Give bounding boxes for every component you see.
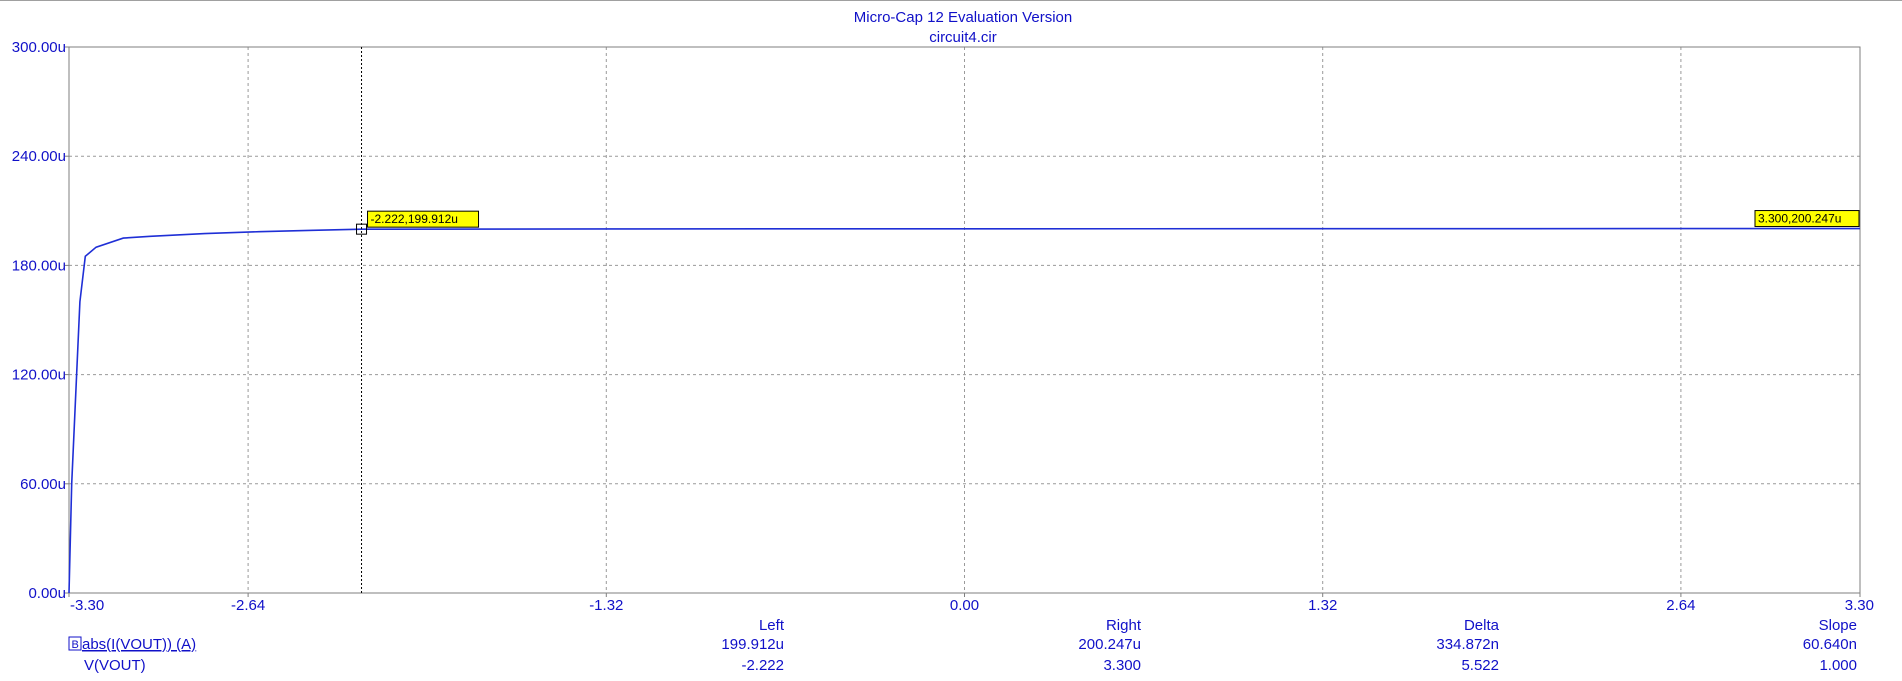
readout-trace-name-voltage: V(VOUT): [84, 657, 146, 674]
y-tick-label: 120.00u: [12, 367, 66, 384]
readout-header-delta: Delta: [1464, 617, 1500, 634]
x-tick-label: 1.32: [1308, 597, 1337, 614]
window-top-border: [0, 0, 1902, 1]
x-tick-label: -1.32: [589, 597, 623, 614]
plot-title: Micro-Cap 12 Evaluation Version: [854, 9, 1072, 26]
trace-select-box-icon[interactable]: [68, 636, 82, 651]
right-cursor-tag: [1754, 210, 1860, 228]
x-tick-label: -2.64: [231, 597, 265, 614]
x-tick-label: 0.00: [950, 597, 979, 614]
x-tick-label: 3.30: [1845, 597, 1874, 614]
cursors[interactable]: -2.222,199.912u 3.300,200.247u: [356, 47, 1860, 593]
grid: [65, 46, 1861, 597]
left-cursor-marker[interactable]: [356, 223, 368, 235]
readout-trace-name-current[interactable]: abs(I(VOUT)) (A): [82, 636, 196, 653]
x-tick-label: -3.30: [70, 597, 104, 614]
plot-subtitle: circuit4.cir: [929, 29, 997, 46]
right-cursor-tag-label: 3.300,200.247u: [1758, 212, 1841, 226]
readout-left-voltage: -2.222: [741, 657, 784, 674]
trace-select-box-glyph: B: [72, 639, 79, 651]
x-tick-labels: -3.30 -2.64 -1.32 0.00 1.32 2.64 3.30: [70, 597, 1874, 614]
readout-header-left: Left: [759, 617, 785, 634]
series-traces: [68, 227, 1860, 594]
series-line: [68, 227, 1860, 594]
y-tick-label: 180.00u: [12, 257, 66, 274]
y-tick-labels: 0.00u 60.00u 120.00u 180.00u 240.00u 300.00u: [12, 39, 66, 602]
readout-slope-voltage: 1.000: [1819, 657, 1857, 674]
readout-header-slope: Slope: [1819, 617, 1857, 634]
readout-delta-voltage: 5.522: [1461, 657, 1499, 674]
readout-left-current: 199.912u: [721, 636, 784, 653]
readout-right-voltage: 3.300: [1103, 657, 1141, 674]
readout-header-right: Right: [1106, 617, 1142, 634]
y-tick-label: 60.00u: [20, 476, 66, 493]
y-tick-label: 240.00u: [12, 148, 66, 165]
readout-row-voltage: V(VOUT) -2.222 3.300 5.522 1.000: [84, 657, 1857, 674]
readout-slope-current: 60.640n: [1803, 636, 1857, 653]
left-cursor-tag-label: -2.222,199.912u: [371, 212, 458, 226]
readout-row-current[interactable]: B abs(I(VOUT)) (A) 199.912u 200.247u 334…: [68, 636, 1857, 653]
y-tick-label: 300.00u: [12, 39, 66, 56]
readout-delta-current: 334.872n: [1436, 636, 1499, 653]
left-cursor-tag: [367, 210, 480, 228]
readout-right-current: 200.247u: [1078, 636, 1141, 653]
plot-frame: [68, 46, 1861, 594]
x-tick-label: 2.64: [1666, 597, 1695, 614]
y-tick-label: 0.00u: [28, 585, 66, 602]
